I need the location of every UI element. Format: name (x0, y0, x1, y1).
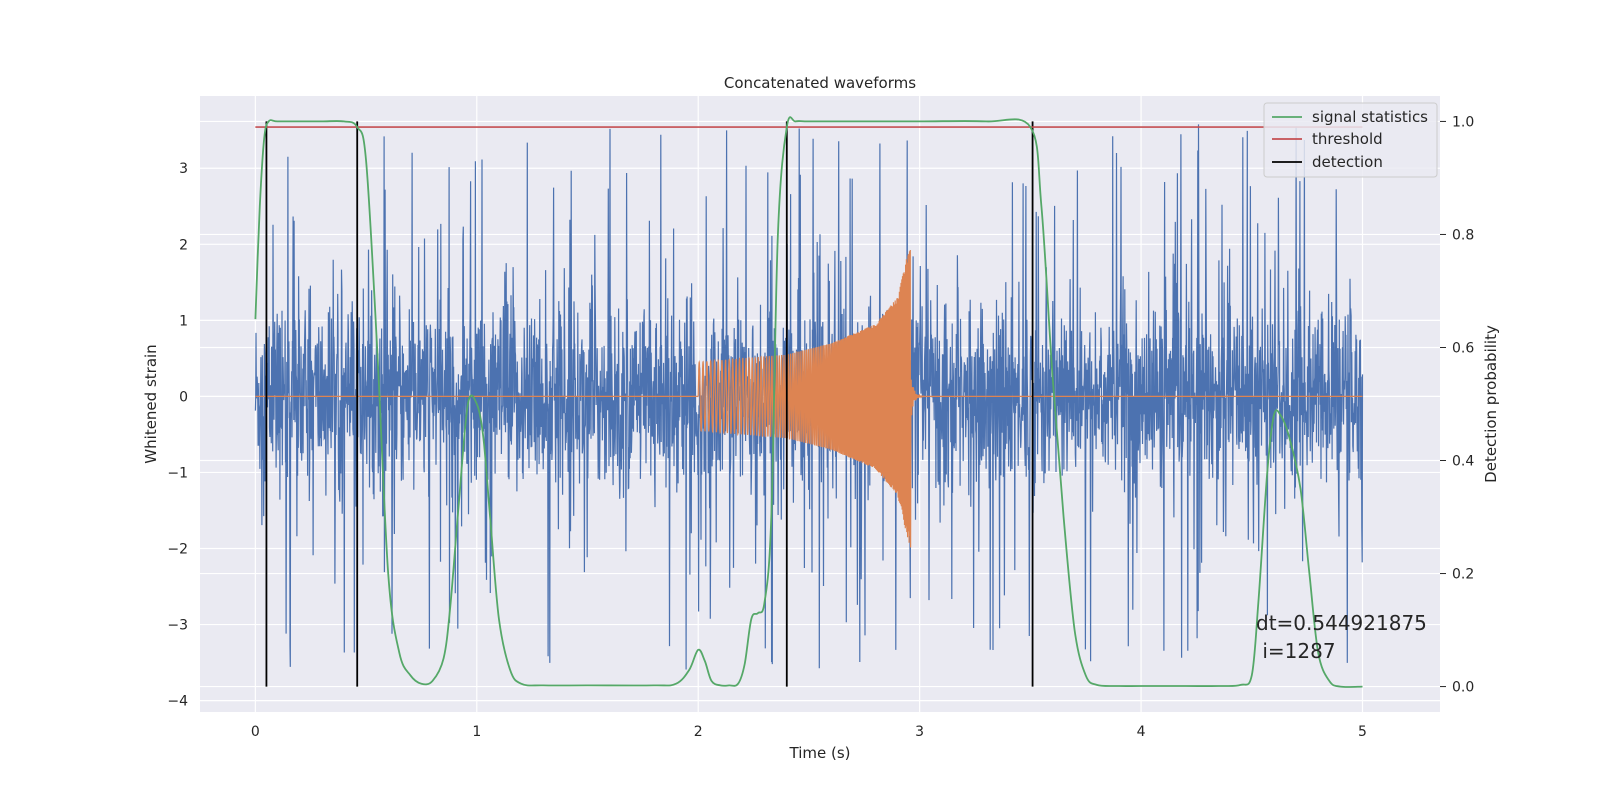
y-tick-label: 3 (179, 161, 188, 177)
legend: signal statistics threshold detection (1263, 102, 1438, 178)
x-tick-label: 1 (472, 724, 481, 740)
x-tick-label: 2 (694, 724, 703, 740)
y-tick-label: 0 (179, 389, 188, 405)
y-tick-label: 1 (179, 313, 188, 329)
y2-axis-label: Detection probability (1482, 325, 1500, 483)
legend-label-signal-statistics: signal statistics (1312, 108, 1428, 126)
series-chirp-waveform-line (255, 249, 1363, 548)
y2-tick-label: 0.4 (1452, 454, 1474, 470)
annotation-i: i=1287 (1256, 639, 1336, 663)
x-tick-label: 5 (1358, 724, 1367, 740)
y2-tick-label: 0.8 (1452, 227, 1474, 243)
y2-tick-label: 1.0 (1452, 114, 1474, 130)
y-tick-label: −4 (167, 694, 188, 710)
y2-tick-label: 0.6 (1452, 340, 1474, 356)
y2-tick-label: 0.2 (1452, 567, 1474, 583)
y-tick-label: −2 (167, 541, 188, 557)
x-tick-label: 0 (251, 724, 260, 740)
x-tick-label: 4 (1137, 724, 1146, 740)
legend-label-threshold: threshold (1312, 130, 1383, 148)
y2-tick-label: 0.0 (1452, 680, 1474, 696)
legend-box (1263, 102, 1438, 178)
legend-label-detection: detection (1312, 153, 1383, 171)
y-tick-label: −3 (167, 618, 188, 634)
y-tick-label: 2 (179, 237, 188, 253)
series-signal-statistics-line (254, 116, 1363, 688)
chart-title: Concatenated waveforms (724, 74, 916, 92)
series-group (254, 116, 1364, 688)
y-axis-label: Whitened strain (142, 344, 160, 463)
y-tick-label: −1 (167, 465, 188, 481)
ticks: 0 1 2 3 4 5 −4 −3 −2 −1 0 1 2 3 0.0 0.2 0.4 0.6 0.8 1.0 (167, 114, 1474, 740)
x-tick-label: 3 (915, 724, 924, 740)
annotation-dt: dt=0.544921875 (1256, 611, 1427, 635)
x-axis-label: Time (s) (789, 744, 851, 762)
